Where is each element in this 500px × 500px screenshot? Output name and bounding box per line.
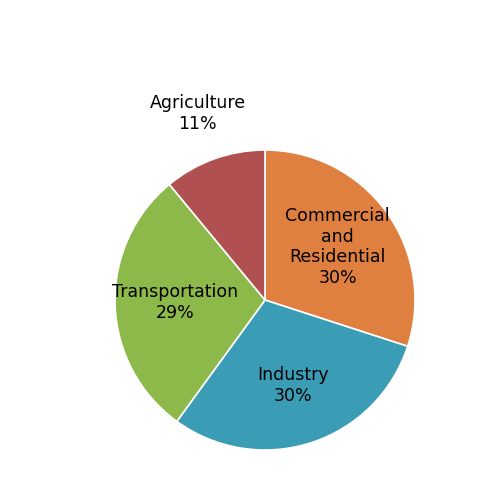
Wedge shape — [115, 184, 265, 422]
Text: Transportation
29%: Transportation 29% — [112, 284, 238, 322]
Wedge shape — [170, 150, 265, 300]
Text: Agriculture
11%: Agriculture 11% — [150, 94, 246, 133]
Wedge shape — [265, 150, 415, 346]
Wedge shape — [177, 300, 408, 450]
Text: Commercial
and
Residential
30%: Commercial and Residential 30% — [286, 207, 390, 288]
Text: Industry
30%: Industry 30% — [257, 366, 328, 405]
